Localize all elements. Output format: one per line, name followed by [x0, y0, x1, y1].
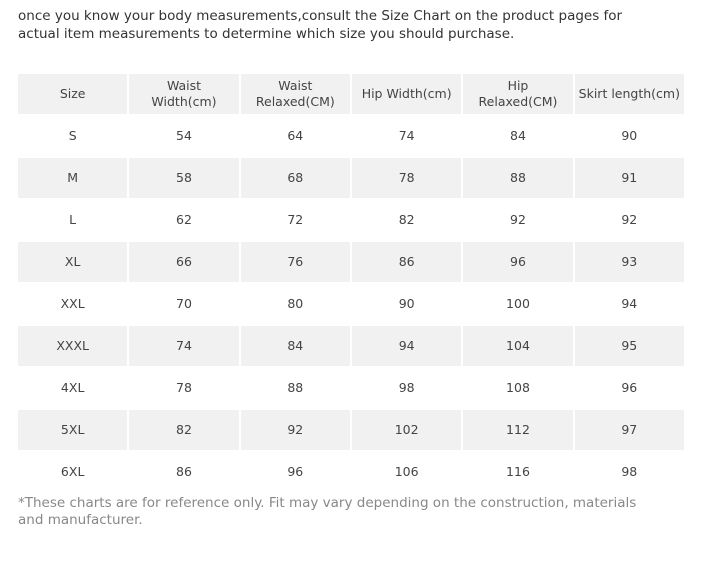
table-cell: 96 [574, 368, 684, 408]
header-row: Size Waist Width(cm) Waist Relaxed(CM) Hip … [18, 74, 684, 114]
table-row: S 54 64 74 84 90 [18, 116, 684, 156]
table-cell: 74 [129, 326, 239, 366]
table-cell: L [18, 200, 128, 240]
footnote: *These charts are for reference only. Fi… [18, 495, 637, 528]
table-cell: 84 [463, 116, 573, 156]
table-cell: XXL [18, 284, 128, 324]
table-cell: 93 [574, 242, 684, 282]
table-row: XXXL 74 84 94 104 95 [18, 326, 684, 366]
header-cell: Hip Relaxed(CM) [463, 74, 573, 114]
table-cell: 64 [240, 116, 350, 156]
table-cell: 6XL [18, 452, 128, 492]
table-cell: 88 [240, 368, 350, 408]
intro-text: once you know your body measurements,con… [18, 8, 623, 42]
table-cell: 96 [463, 242, 573, 282]
table-cell: 76 [240, 242, 350, 282]
table-cell: 72 [240, 200, 350, 240]
table-cell: 66 [129, 242, 239, 282]
table-cell: 78 [129, 368, 239, 408]
table-cell: 94 [574, 284, 684, 324]
table-row: M 58 68 78 88 91 [18, 158, 684, 198]
table-row: XL 66 76 86 96 93 [18, 242, 684, 282]
table-cell: 112 [463, 410, 573, 450]
table-cell: 74 [351, 116, 462, 156]
table-cell: 68 [240, 158, 350, 198]
table-cell: 98 [574, 452, 684, 492]
table-cell: 106 [351, 452, 462, 492]
header-cell: Waist Width(cm) [129, 74, 239, 114]
table-cell: 58 [129, 158, 239, 198]
table-cell: 78 [351, 158, 462, 198]
table-cell: 82 [351, 200, 462, 240]
table-cell: 92 [240, 410, 350, 450]
table-cell: 95 [574, 326, 684, 366]
table-cell: 97 [574, 410, 684, 450]
table-cell: 104 [463, 326, 573, 366]
table-cell: 94 [351, 326, 462, 366]
header-cell: Hip Width(cm) [351, 74, 462, 114]
table-cell: 5XL [18, 410, 128, 450]
table-row: 5XL 82 92 102 112 97 [18, 410, 684, 450]
table-cell: 98 [351, 368, 462, 408]
header-cell: Waist Relaxed(CM) [240, 74, 350, 114]
table-cell: 84 [240, 326, 350, 366]
table-cell: 82 [129, 410, 239, 450]
table-cell: 92 [574, 200, 684, 240]
table-cell: 92 [463, 200, 573, 240]
table-cell: M [18, 158, 128, 198]
table-cell: 88 [463, 158, 573, 198]
table-cell: 80 [240, 284, 350, 324]
table-row: L 62 72 82 92 92 [18, 200, 684, 240]
table-cell: 96 [240, 452, 350, 492]
table-row: XXL 70 80 90 100 94 [18, 284, 684, 324]
table-cell: 86 [351, 242, 462, 282]
table-cell: 4XL [18, 368, 128, 408]
table-cell: 70 [129, 284, 239, 324]
table-cell: 90 [351, 284, 462, 324]
size-table: Size Waist Width(cm) Waist Relaxed(CM) Hip … [16, 72, 686, 494]
table-row: 6XL 86 96 106 116 98 [18, 452, 684, 492]
table-cell: 100 [463, 284, 573, 324]
header-cell: Size [18, 74, 128, 114]
table-cell: 116 [463, 452, 573, 492]
table-cell: S [18, 116, 128, 156]
table-cell: 54 [129, 116, 239, 156]
table-cell: 90 [574, 116, 684, 156]
table-cell: 62 [129, 200, 239, 240]
table-cell: 86 [129, 452, 239, 492]
header-cell: Skirt length(cm) [574, 74, 684, 114]
table-cell: 102 [351, 410, 462, 450]
table-cell: XL [18, 242, 128, 282]
table-cell: 108 [463, 368, 573, 408]
table-row: 4XL 78 88 98 108 96 [18, 368, 684, 408]
table-body: Size Waist Width(cm) Waist Relaxed(CM) Hip … [18, 74, 684, 492]
table-cell: 91 [574, 158, 684, 198]
table-cell: XXXL [18, 326, 128, 366]
